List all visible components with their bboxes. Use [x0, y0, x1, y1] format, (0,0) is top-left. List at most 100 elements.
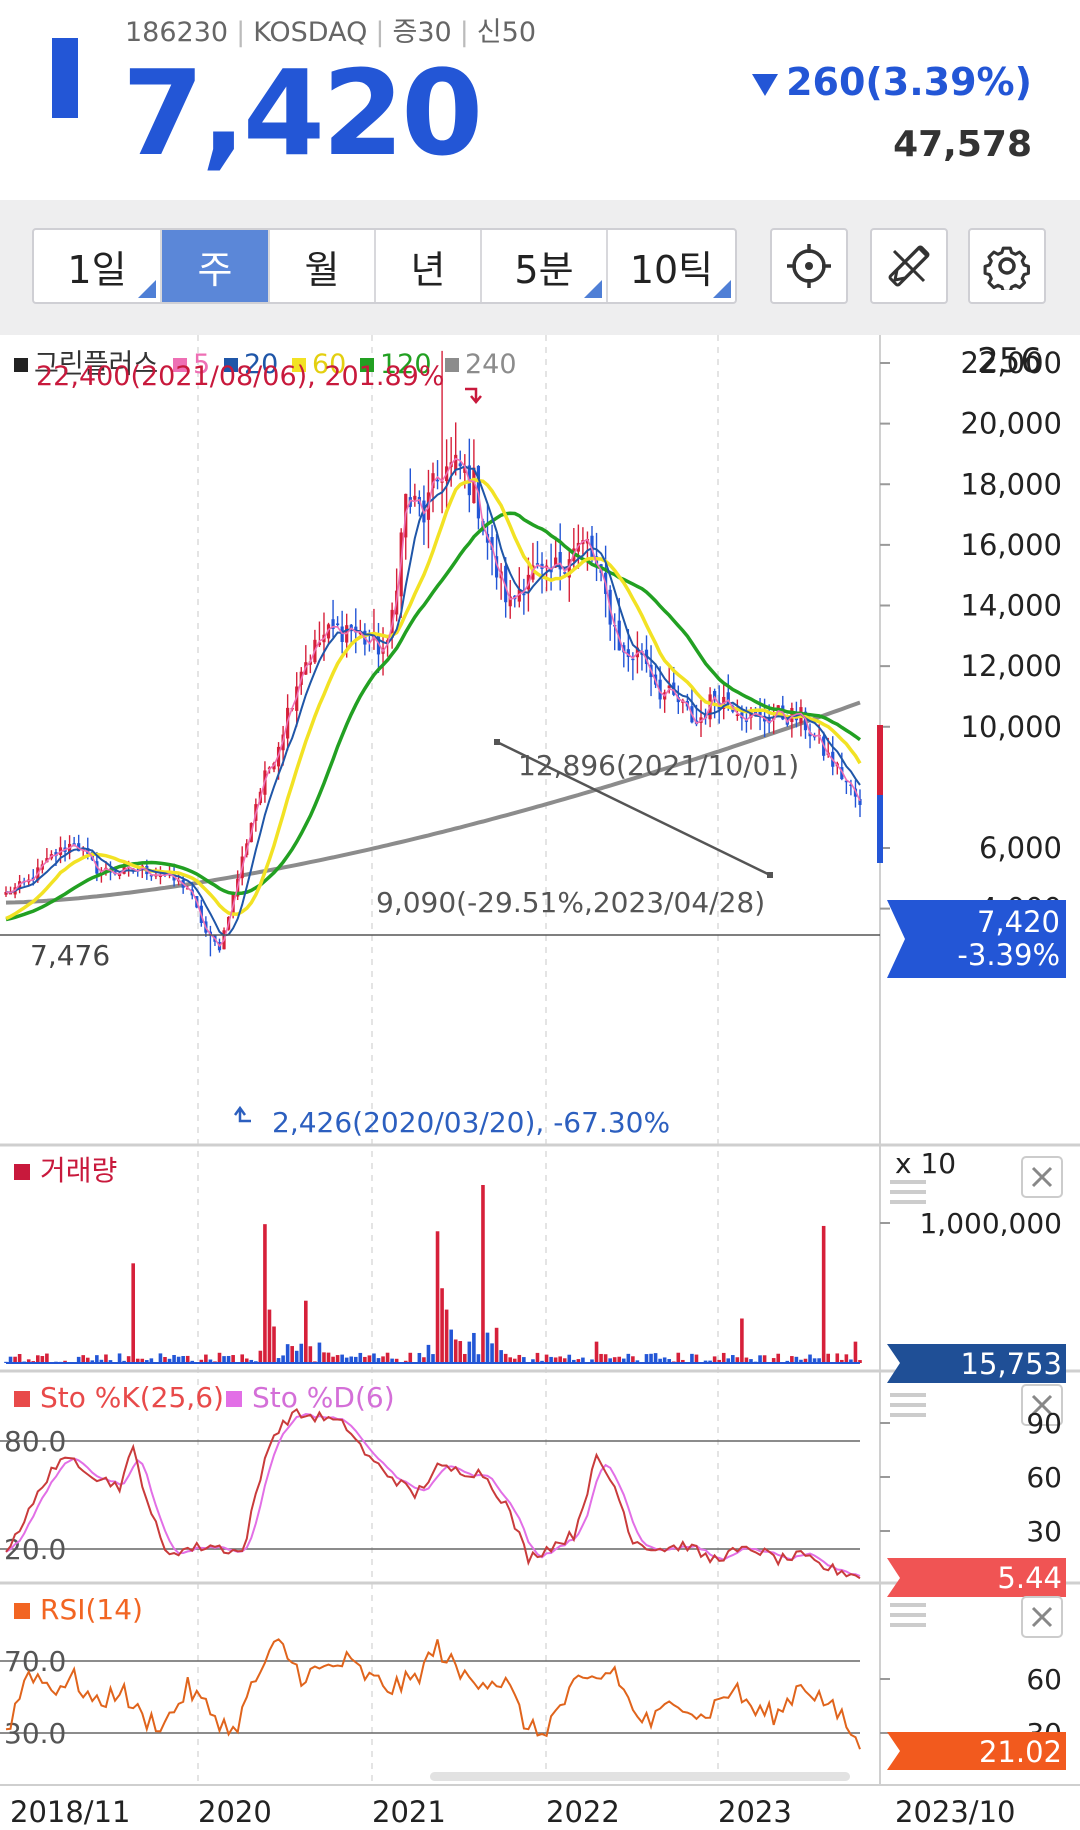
- rsi-menu-icon[interactable]: [890, 1603, 926, 1627]
- candle-body: [808, 732, 812, 737]
- volume-bar: [258, 1350, 263, 1363]
- candle-body: [626, 649, 630, 658]
- volume-bar: [358, 1352, 363, 1363]
- volume-bar: [703, 1360, 708, 1363]
- candle-body: [740, 712, 744, 719]
- volume-bar: [422, 1357, 426, 1363]
- drawing-tools-button[interactable]: [870, 228, 948, 304]
- legend-swatch-5: [445, 358, 459, 372]
- volume-bar: [631, 1356, 635, 1363]
- price-tick-7: 6,000: [979, 831, 1062, 865]
- tab-period-1[interactable]: 주: [162, 230, 270, 302]
- tab-period-0[interactable]: 1일: [34, 230, 162, 302]
- candle-body: [549, 568, 553, 573]
- period-tabs: 1일 주 월 년 5분 10틱: [32, 228, 737, 304]
- volume-bar: [735, 1357, 740, 1363]
- candle-body: [504, 565, 508, 603]
- chart-scrollbar[interactable]: [430, 1772, 850, 1781]
- candle-body: [617, 620, 621, 651]
- stochastic-close-button[interactable]: [1021, 1384, 1063, 1426]
- crosshair-button[interactable]: [770, 228, 848, 304]
- rsi-current-tag: [887, 1732, 1066, 1770]
- volume-bar: [572, 1359, 576, 1363]
- tab-period-4[interactable]: 5분: [482, 230, 608, 302]
- stochastic-menu-icon[interactable]: [890, 1393, 926, 1417]
- settings-button[interactable]: [968, 228, 1046, 304]
- volume-close-button[interactable]: [1021, 1156, 1063, 1198]
- volume-bar: [849, 1359, 853, 1363]
- volume-bar: [35, 1355, 40, 1363]
- volume-bar: [567, 1354, 572, 1363]
- volume-bar: [285, 1344, 290, 1363]
- tab-period-2[interactable]: 월: [270, 230, 376, 302]
- volume-bar: [417, 1352, 422, 1363]
- volume-bar: [140, 1358, 145, 1363]
- candle-body: [667, 685, 671, 689]
- volume-bar: [372, 1353, 376, 1363]
- price-tick-5: 12,000: [961, 649, 1062, 683]
- candle-body: [535, 563, 540, 565]
- legend-label-3: 60: [312, 349, 346, 380]
- volume-bar: [90, 1360, 95, 1363]
- volume-bar: [617, 1356, 622, 1363]
- trend-line-start-handle[interactable]: [494, 739, 500, 745]
- volume-bar: [117, 1353, 122, 1363]
- trend-line[interactable]: [496, 740, 771, 877]
- volume-bar: [222, 1356, 226, 1363]
- volume-bar: [644, 1354, 649, 1363]
- stochastic-lines: [5, 1407, 861, 1580]
- volume-menu-icon[interactable]: [890, 1180, 926, 1204]
- volume-bar: [45, 1353, 49, 1363]
- down-triangle-icon: [752, 73, 779, 96]
- tab-label: 10틱: [629, 247, 714, 292]
- crosshair-icon: [787, 244, 831, 288]
- candle-body: [522, 593, 526, 596]
- candle-body: [4, 891, 8, 895]
- volume-bar: [481, 1185, 485, 1363]
- rsi-close-button[interactable]: [1021, 1596, 1063, 1638]
- trend-line-end-handle[interactable]: [767, 872, 773, 878]
- volume-bar: [485, 1332, 490, 1363]
- volume-bar: [581, 1357, 585, 1363]
- volume-bar: [531, 1359, 535, 1363]
- tab-period-5[interactable]: 10틱: [608, 230, 735, 302]
- volume-bar: [394, 1358, 399, 1363]
- candle-body: [472, 467, 476, 504]
- candle-body: [849, 784, 853, 787]
- stochastic-current-value: 5.44: [997, 1561, 1062, 1595]
- candle-body: [767, 717, 771, 724]
- candle-body: [8, 892, 13, 895]
- volume-bar: [508, 1357, 513, 1363]
- date-label-2: 2021: [372, 1795, 446, 1829]
- volume-bar: [363, 1356, 367, 1363]
- volume-bar: [390, 1358, 394, 1363]
- volume-bar: [635, 1360, 640, 1363]
- candle-body: [554, 557, 558, 568]
- high-label: 22,400(2021/08/06), 201.89%: [36, 361, 444, 392]
- volume-bar: [281, 1355, 285, 1363]
- volume-bar: [453, 1339, 458, 1363]
- candle-body: [54, 852, 58, 857]
- volume-bar: [108, 1360, 113, 1363]
- stochastic-d-title: Sto %D(6): [252, 1381, 395, 1414]
- volume-bar: [81, 1355, 86, 1363]
- volume-bar: [304, 1300, 308, 1363]
- candle-body: [149, 874, 153, 877]
- volume-bar: [562, 1358, 567, 1363]
- stochastic-ref-high: 80.0: [4, 1425, 66, 1458]
- rsi-ref-high: 70.0: [4, 1645, 66, 1678]
- candle-body: [858, 798, 862, 805]
- volume-bar: [349, 1356, 354, 1363]
- tab-label: 년: [410, 247, 446, 292]
- volume-panel: 거래량 x 10 1,000,000 15,753: [4, 1147, 1066, 1383]
- volume-bar: [263, 1224, 267, 1363]
- price-tick-3: 16,000: [961, 528, 1062, 562]
- stock-chart[interactable]: 그린플러스 5 20 60 120 240 256 22,000 20,000 18,000 1…: [0, 335, 1080, 1830]
- candle-body: [454, 454, 458, 471]
- volume-bar: [353, 1356, 358, 1363]
- stock-meta: 186230 | KOSDAQ | 증30 | 신50: [125, 17, 536, 48]
- chart-toolbar: 1일 주 월 년 5분 10틱: [0, 200, 1080, 335]
- candle-body: [458, 463, 462, 467]
- tab-period-3[interactable]: 년: [376, 230, 482, 302]
- volume-bar: [590, 1359, 594, 1363]
